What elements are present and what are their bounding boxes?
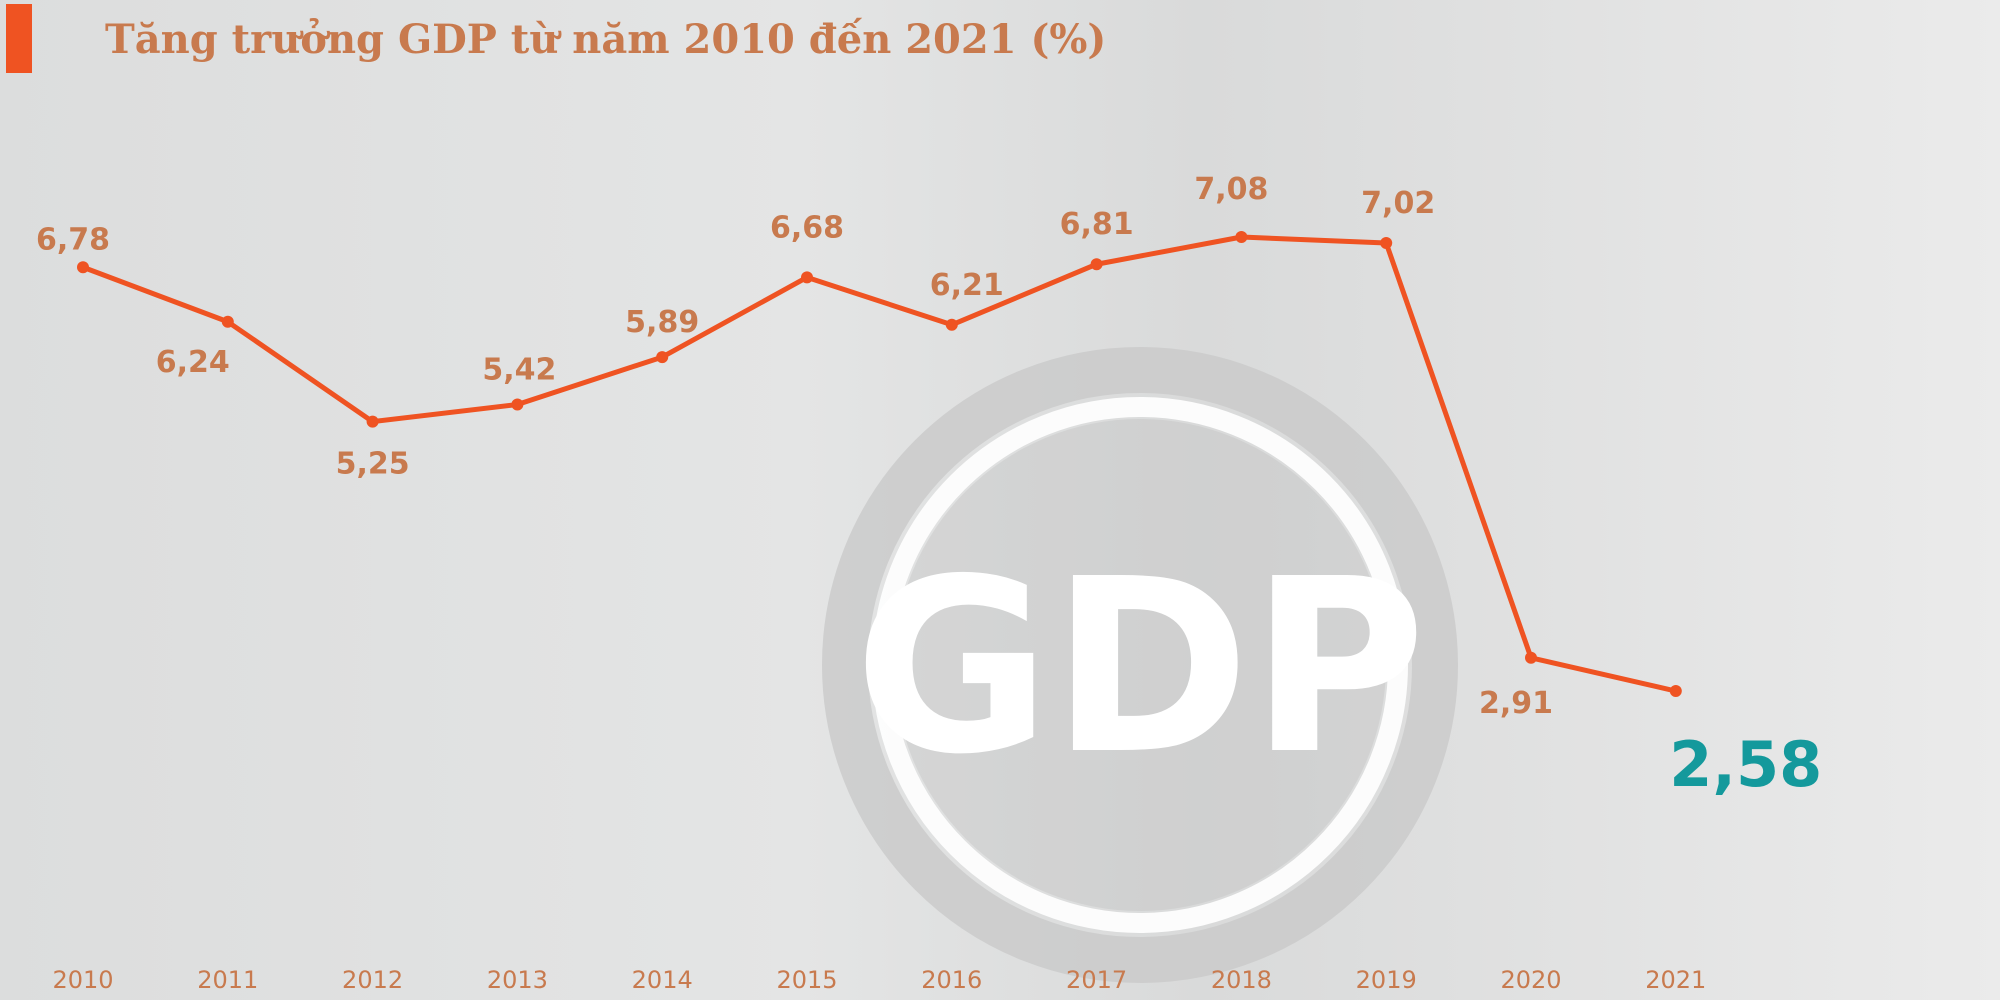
title-accent-bar (6, 4, 32, 73)
x-tick-label: 2014 (632, 966, 693, 994)
data-point (1380, 237, 1393, 250)
data-label: 2,58 (1669, 728, 1822, 801)
x-tick-label: 2018 (1211, 966, 1272, 994)
data-point (1525, 651, 1537, 664)
data-label: 6,81 (1060, 207, 1134, 242)
x-tick-label: 2011 (197, 966, 258, 994)
data-label: 6,24 (156, 345, 230, 380)
emblem-fill (894, 419, 1386, 911)
background-gdp-emblem: GDP (822, 347, 1458, 983)
x-tick-label: 2015 (776, 966, 837, 994)
data-label: 5,42 (482, 352, 556, 387)
data-label: 6,68 (770, 210, 844, 245)
data-label: 5,89 (625, 305, 699, 340)
data-point (945, 318, 958, 331)
x-tick-label: 2019 (1356, 966, 1417, 994)
data-label: 5,25 (336, 447, 410, 482)
x-tick-label: 2010 (52, 966, 113, 994)
data-point (366, 415, 379, 428)
x-tick-label: 2017 (1066, 966, 1127, 994)
data-point (77, 261, 89, 274)
x-tick-label: 2016 (921, 966, 982, 994)
data-label: 7,02 (1361, 186, 1435, 221)
data-point (221, 315, 234, 328)
data-point (1090, 258, 1103, 271)
x-tick-label: 2013 (487, 966, 548, 994)
data-point (801, 271, 813, 284)
data-point (1669, 685, 1682, 698)
data-point (511, 398, 524, 411)
x-tick-label: 2021 (1645, 966, 1706, 994)
data-point (656, 351, 669, 364)
background-gdp-text: GDP (854, 527, 1426, 807)
data-label: 7,08 (1194, 172, 1268, 207)
chart-title: Tăng trưởng GDP từ năm 2010 đến 2021 (%) (105, 16, 1107, 63)
data-point (1235, 231, 1248, 243)
data-label: 2,91 (1479, 686, 1553, 721)
x-tick-label: 2020 (1500, 966, 1561, 994)
data-label: 6,21 (930, 268, 1004, 303)
emblem-outer-ring (822, 347, 1458, 983)
x-tick-label: 2012 (342, 966, 403, 994)
data-label: 6,78 (36, 222, 110, 257)
series-line (82, 234, 1677, 694)
emblem-inner-ring (872, 397, 1408, 933)
